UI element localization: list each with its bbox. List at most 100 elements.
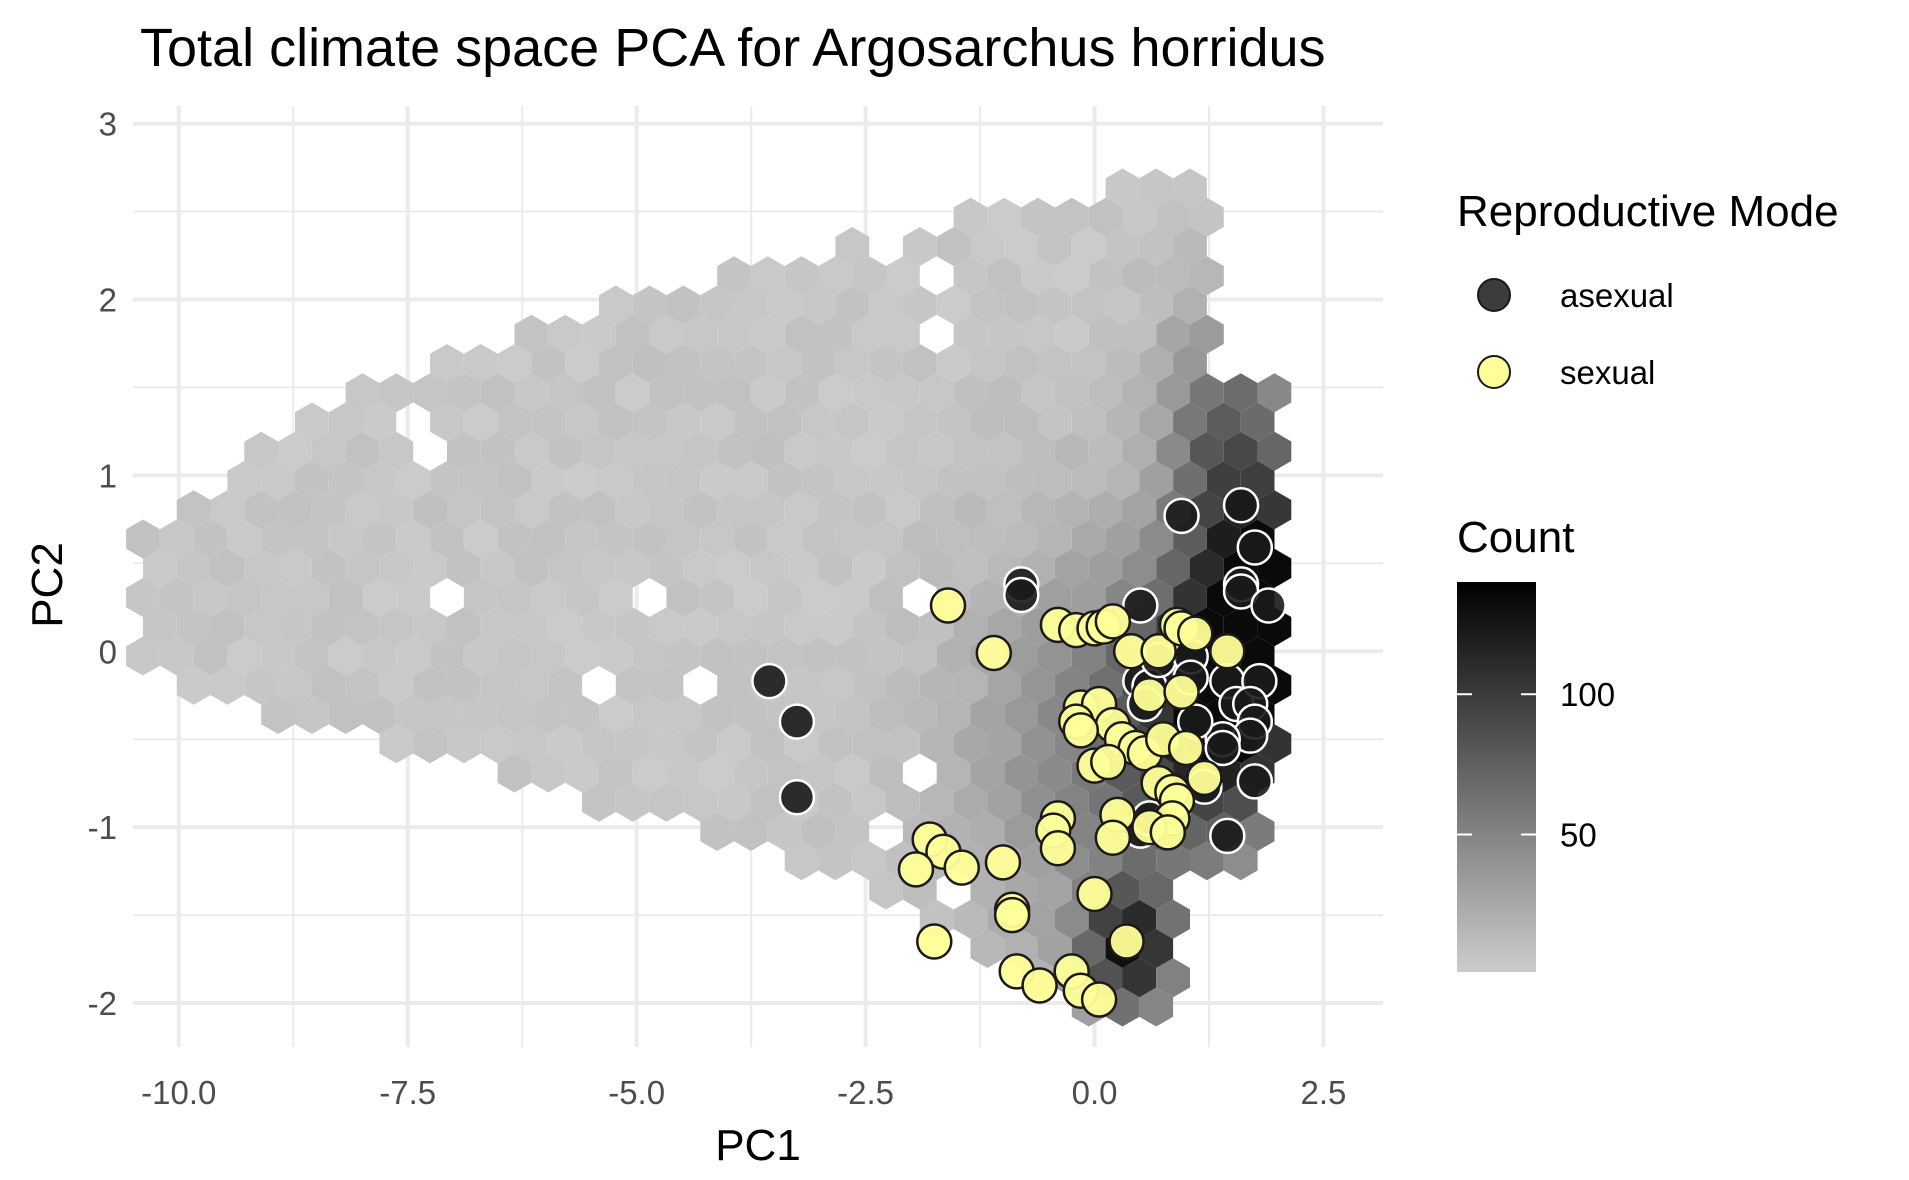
hexbin-cell — [970, 929, 1005, 968]
hexbin-cell — [734, 285, 768, 325]
hexbin-cell — [311, 607, 346, 647]
hexbin-cell — [734, 636, 768, 676]
hexbin-cell — [750, 490, 785, 530]
hexbin-cell — [953, 314, 988, 354]
hexbin-cell — [1038, 461, 1072, 500]
hexbin-cell — [244, 548, 279, 588]
hexbin-cell — [902, 344, 937, 383]
hexbin-cell — [919, 490, 954, 530]
hexbin-cell — [835, 461, 870, 500]
hexbin-cell — [632, 285, 667, 325]
hexbin-cell — [734, 695, 768, 734]
hexbin-cell — [886, 782, 920, 822]
hexbin-cell — [1021, 665, 1055, 705]
hexbin-cell — [1088, 548, 1123, 588]
hexbin-cell — [1038, 519, 1072, 559]
hexbin-cell — [936, 519, 971, 559]
point-sexual — [943, 849, 981, 886]
hexbin-cell — [345, 548, 380, 588]
hexbin-cell — [1004, 344, 1038, 383]
hexbin-cell — [1004, 461, 1038, 500]
y-tick-label: -2 — [88, 985, 117, 1022]
hexbin-cell — [734, 402, 768, 442]
hexbin-cell — [1004, 227, 1038, 266]
hexbin-cell — [717, 724, 751, 764]
hexbin-cell — [818, 373, 853, 413]
hexbin-cell — [818, 548, 853, 588]
hexbin-cell — [784, 607, 819, 647]
hexbin-cell — [1240, 402, 1275, 442]
hexbin-cell — [869, 753, 903, 793]
hexbin-cell — [818, 724, 853, 764]
hexbin-cell — [497, 402, 532, 442]
hexbin-cell — [328, 636, 363, 676]
point-sexual — [1186, 759, 1223, 797]
hexbin-cell — [396, 578, 431, 617]
hexbin-cell — [1223, 373, 1258, 413]
hexbin-cell — [548, 314, 583, 354]
hexbin-cell — [514, 724, 549, 764]
hexbin-cell — [1021, 490, 1055, 530]
hexbin-cell — [970, 402, 1005, 442]
hexbin-cell — [463, 578, 498, 617]
hexbin-cell — [497, 753, 532, 793]
hexbin-cell — [582, 782, 616, 822]
hexbin-cell — [1139, 519, 1174, 559]
hexbin-cell — [801, 636, 836, 676]
point-sexual — [1108, 923, 1145, 960]
hexbin-cell — [902, 227, 937, 266]
hexbin-cell — [1071, 227, 1106, 266]
hexbin-cell — [886, 431, 920, 471]
hexbin-cell — [1206, 402, 1241, 442]
hexbin-cell — [413, 373, 447, 413]
hexbin-cell — [649, 724, 684, 764]
hexbin-cell — [784, 373, 819, 413]
hexbin-cell — [143, 548, 177, 588]
hexbin-cell — [852, 490, 886, 530]
hexbin-cell — [278, 490, 312, 530]
y-tick-label: 0 — [99, 633, 117, 670]
x-tick-label: -2.5 — [837, 1074, 894, 1111]
hexbin-layer — [126, 168, 1292, 1027]
hexbin-cell — [278, 548, 312, 588]
hexbin-cell — [514, 314, 549, 354]
hexbin-cell — [447, 490, 481, 530]
hexbin-cell — [632, 344, 667, 383]
hexbin-cell — [869, 636, 903, 676]
hexbin-cell — [936, 344, 971, 383]
hexbin-cell — [936, 402, 971, 442]
hexbin-cell — [599, 695, 633, 734]
hexbin-cell — [970, 812, 1005, 851]
hexbin-cell — [1088, 373, 1123, 413]
hexbin-cell — [328, 402, 363, 442]
y-tick-label: -1 — [88, 809, 117, 846]
hexbin-cell — [599, 753, 633, 793]
hexbin-cell — [1122, 431, 1157, 471]
hexbin-cell — [497, 461, 532, 500]
legend-label-asexual: asexual — [1560, 277, 1674, 314]
hexbin-cell — [1139, 344, 1174, 383]
legend-title-reproductive-mode: Reproductive Mode — [1457, 187, 1839, 236]
hexbin-cell — [1004, 753, 1038, 793]
hexbin-cell — [919, 665, 954, 705]
hexbin-cell — [379, 607, 414, 647]
hexbin-cell — [514, 607, 549, 647]
hexbin-cell — [632, 636, 667, 676]
hexbin-cell — [480, 724, 515, 764]
hexbin-cell — [649, 373, 684, 413]
hexbin-cell — [1054, 431, 1089, 471]
hexbin-cell — [1122, 373, 1157, 413]
hexbin-cell — [311, 490, 346, 530]
hexbin-cell — [919, 724, 954, 764]
hexbin-cell — [615, 782, 650, 822]
hexbin-cell — [413, 490, 447, 530]
hexbin-cell — [565, 636, 599, 676]
hexbin-cell — [1139, 168, 1174, 208]
hexbin-cell — [801, 812, 836, 851]
hexbin-cell — [1139, 929, 1174, 968]
hexbin-cell — [852, 548, 886, 588]
hexbin-cell — [1190, 431, 1224, 471]
hexbin-cell — [548, 548, 583, 588]
hexbin-cell — [1139, 870, 1174, 910]
